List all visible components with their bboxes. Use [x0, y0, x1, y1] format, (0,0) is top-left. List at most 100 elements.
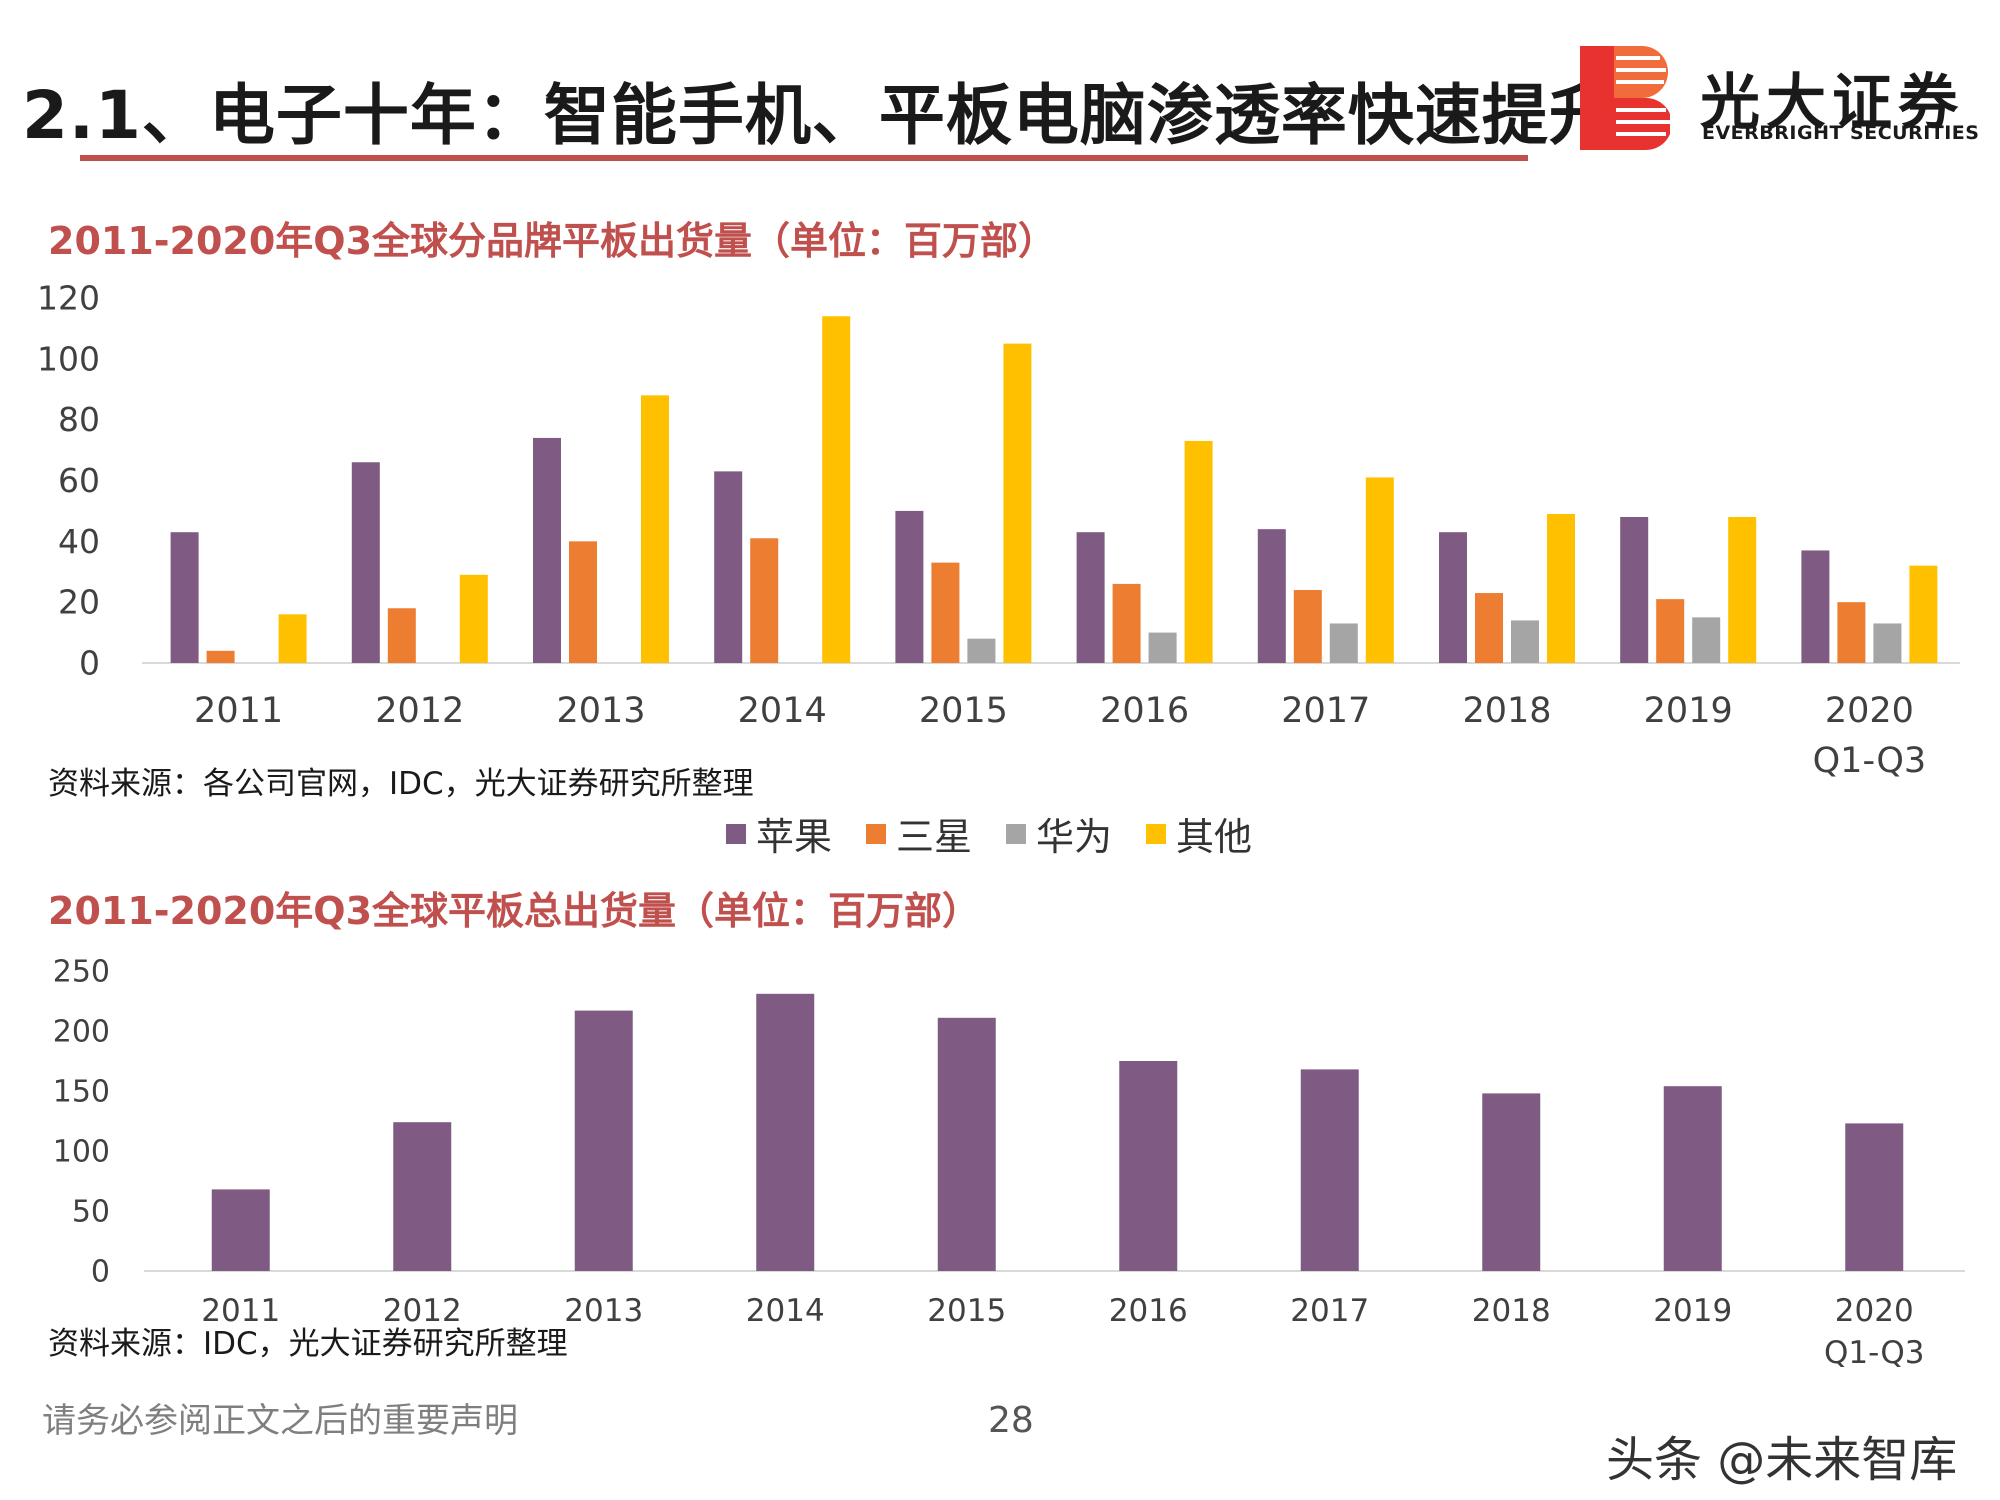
bar-huawei	[1329, 623, 1358, 663]
bar-huawei	[1511, 620, 1539, 663]
bar-huawei	[967, 638, 996, 663]
bar-samsung	[387, 608, 416, 663]
legend-label-samsung: 三星	[896, 815, 973, 859]
x-tick-label: 2018	[1472, 1293, 1551, 1329]
page-number: 28	[988, 1400, 1034, 1441]
legend-label-huawei: 华为	[1036, 815, 1113, 859]
bar-apple	[895, 510, 924, 663]
x-tick-label: 2016	[1109, 1293, 1188, 1329]
bar-total	[1663, 1086, 1722, 1271]
y-tick-label: 150	[53, 1075, 110, 1110]
bar-apple	[351, 462, 380, 663]
legend-item-samsung: 三星	[866, 806, 972, 861]
bar-samsung	[1475, 593, 1503, 663]
bar-total	[393, 1122, 452, 1271]
x-tick-label: 2015	[919, 691, 1008, 731]
chart2-title: 2011-2020年Q3全球平板总出货量（单位：百万部）	[48, 889, 981, 933]
bar-total	[1300, 1069, 1359, 1271]
bar-others	[1003, 343, 1032, 663]
bar-apple	[1076, 532, 1105, 663]
bar-apple	[1257, 529, 1286, 663]
bar-apple	[533, 437, 561, 663]
legend-swatch-apple	[726, 823, 746, 844]
x-tick-label: 2017	[1290, 1293, 1369, 1329]
legend-item-apple: 苹果	[726, 806, 832, 861]
legend-swatch-huawei	[1006, 823, 1027, 844]
bar-others	[1184, 440, 1213, 663]
bar-samsung	[1837, 602, 1866, 663]
legend-label-others: 其他	[1176, 815, 1253, 859]
bar-total	[1482, 1093, 1541, 1271]
bar-samsung	[206, 650, 235, 663]
y-tick-label: 40	[58, 522, 100, 561]
y-tick-label: 50	[72, 1195, 110, 1230]
x-tick-label: 2013	[556, 691, 645, 731]
x-tick-label: 2020	[1825, 691, 1914, 731]
chart1-brand-shipments: 0 20 40 60 80 100 120 2011 2012 2013 2014 2015 2016 2…	[37, 279, 1960, 781]
title-underline	[80, 155, 1528, 161]
y-tick-label: 200	[53, 1015, 110, 1050]
bar-apple	[714, 471, 743, 663]
y-tick-label: 0	[91, 1255, 110, 1290]
bar-samsung	[931, 562, 960, 663]
x-tick-label: 2015	[927, 1293, 1006, 1329]
x-tick-label: 2018	[1462, 691, 1551, 731]
bar-huawei	[1692, 617, 1721, 663]
bar-samsung	[1656, 599, 1685, 663]
x-tick-label: 2020	[1835, 1293, 1914, 1329]
bar-samsung	[1293, 590, 1322, 663]
bar-huawei	[1873, 623, 1902, 663]
x-tick-label: 2016	[1100, 691, 1189, 731]
chart2-source: 资料来源：IDC，光大证券研究所整理	[48, 1326, 568, 1362]
x-tick-label: 2011	[194, 691, 283, 731]
bar-others	[1909, 565, 1938, 663]
bar-others	[278, 614, 307, 663]
bar-total	[574, 1010, 633, 1271]
bar-total	[937, 1017, 996, 1271]
bar-total	[756, 993, 815, 1271]
x-tick-label: Q1-Q3	[1824, 1335, 1925, 1371]
bar-others	[459, 574, 488, 663]
bar-samsung	[1112, 583, 1141, 663]
x-tick-label: 2019	[1644, 691, 1733, 731]
bar-others	[1547, 513, 1575, 663]
x-tick-label: 2017	[1281, 691, 1370, 731]
x-tick-label: 2014	[746, 1293, 825, 1329]
y-tick-label: 20	[58, 583, 100, 622]
chart1-title: 2011-2020年Q3全球分品牌平板出货量（单位：百万部）	[48, 219, 1057, 263]
x-tick-label: 2013	[564, 1293, 643, 1329]
bar-others	[1728, 517, 1757, 663]
disclaimer-note: 请务必参阅正文之后的重要声明	[42, 1401, 518, 1441]
bar-huawei	[1148, 632, 1177, 663]
y-tick-label: 100	[37, 339, 100, 378]
bar-apple	[1439, 532, 1467, 663]
everbright-logo-icon	[1580, 46, 1670, 150]
watermark: 头条 @未来智库	[1606, 1432, 1958, 1488]
bar-total	[211, 1189, 270, 1271]
logo-text-cn: 光大证券	[1700, 68, 1964, 138]
bar-others	[641, 395, 669, 663]
y-tick-label: 80	[58, 400, 100, 439]
x-tick-label: 2014	[738, 691, 827, 731]
bar-total	[1845, 1123, 1904, 1271]
logo-text-en: EVERBRIGHT SECURITIES	[1702, 122, 1980, 144]
bar-apple	[170, 532, 199, 663]
bar-others	[822, 316, 851, 663]
y-tick-label: 100	[53, 1135, 110, 1170]
page-title: 2.1、电子十年：智能手机、平板电脑渗透率快速提升	[22, 77, 1616, 154]
bar-total	[1119, 1061, 1178, 1271]
y-tick-label: 60	[58, 461, 100, 500]
legend-item-others: 其他	[1146, 806, 1252, 861]
legend-swatch-others	[1146, 823, 1167, 844]
x-tick-label: Q1-Q3	[1813, 741, 1927, 781]
x-tick-label: 2012	[383, 1293, 462, 1329]
x-tick-label: 2011	[201, 1293, 280, 1329]
bar-samsung	[750, 538, 779, 663]
legend-label-apple: 苹果	[756, 815, 833, 859]
x-tick-label: 2019	[1653, 1293, 1732, 1329]
y-tick-label: 250	[53, 955, 110, 990]
chart1-source: 资料来源：各公司官网，IDC，光大证券研究所整理	[48, 766, 754, 802]
x-tick-label: 2012	[375, 691, 464, 731]
chart2-total-shipments: 0 50 100 150 200 250 2011 2012 2013 2014 2015 2016 2…	[53, 955, 1965, 1371]
legend-item-huawei: 华为	[1006, 806, 1112, 861]
